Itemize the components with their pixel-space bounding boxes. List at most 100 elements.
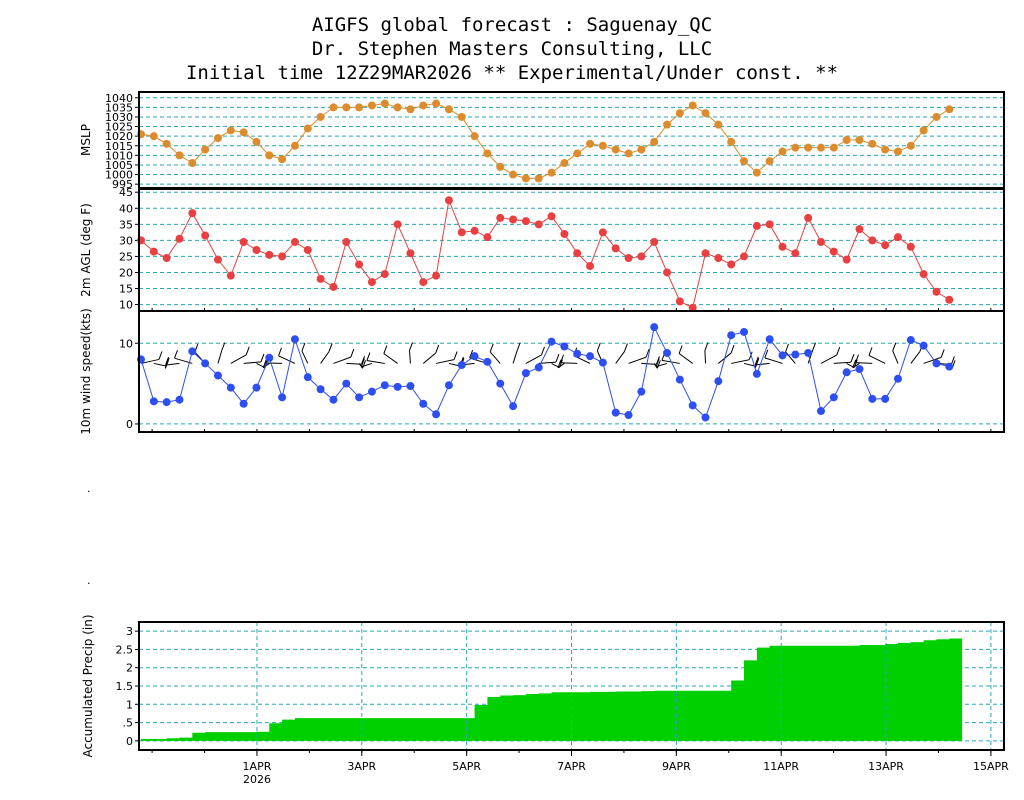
wind-barb (653, 363, 658, 369)
temp-data-point (329, 282, 338, 291)
wind-barb (301, 350, 309, 364)
temp-data-point (149, 247, 158, 256)
temp-data-point (855, 225, 864, 234)
wind-data-point (778, 351, 787, 360)
temp-data-point (367, 278, 376, 287)
mslp-data-point (611, 145, 620, 154)
wind-data-point (483, 357, 492, 366)
mslp-data-point (765, 157, 774, 166)
wind-barb-flag (850, 354, 855, 363)
wind-data-point (752, 369, 761, 378)
mslp-data-point (829, 143, 838, 152)
wind-data-point (624, 411, 633, 420)
wind-data-point (342, 379, 351, 388)
precip-ylabel: Accumulated Precip (in) (81, 614, 95, 757)
mslp-data-point (483, 149, 492, 158)
mslp-data-point (547, 168, 556, 177)
wind-data-point (355, 393, 364, 402)
wind-data-point (329, 395, 338, 404)
wind-barb-flag (704, 342, 709, 351)
wind-barb (140, 358, 160, 364)
wind-panel: 0 10 10m wind speed(kts) (79, 308, 1005, 435)
mslp-data-point (701, 109, 710, 118)
mslp-data-point (201, 145, 210, 154)
wind-barb-flag (164, 360, 169, 369)
wind-data-point (829, 393, 838, 402)
precip-panel: 0 .5 1 1.5 2 2.5 3 Accumulated Precip (in) 1APR2… (81, 614, 1009, 786)
x-tick-sublabel: 2026 (243, 773, 271, 786)
wind-data-point (316, 385, 325, 394)
mslp-data-point (252, 137, 261, 146)
wind-data-point (906, 336, 915, 345)
mslp-data-point (162, 139, 171, 148)
wind-data-point (765, 335, 774, 344)
wind-barb (833, 361, 851, 364)
temp-ylabel: 2m AGL (deg F) (79, 203, 93, 297)
wind-barb (785, 351, 796, 364)
precip-ytick-label: 3 (126, 625, 133, 638)
mslp-data-point (265, 151, 274, 160)
mslp-data-point (406, 105, 415, 114)
mslp-data-point (598, 141, 607, 150)
mslp-ytick-label: 1005 (105, 159, 133, 172)
mslp-data-point (727, 137, 736, 146)
temp-data-point (675, 297, 684, 306)
temp-data-point (393, 220, 402, 229)
mslp-data-point (714, 120, 723, 129)
wind-barb-flag (362, 360, 367, 369)
wind-barb (557, 363, 565, 369)
temp-ytick-label: 30 (119, 234, 133, 247)
mslp-data-point (432, 99, 441, 108)
mslp-data-point (509, 170, 518, 179)
wind-barb-flag (301, 342, 306, 352)
temp-data-point (419, 278, 428, 287)
wind-data-point (278, 393, 287, 402)
wind-barb (656, 362, 668, 368)
wind-barb-flag (557, 359, 562, 369)
temp-data-point (547, 212, 556, 221)
wind-barb-flag (656, 360, 661, 369)
wind-data-point (213, 371, 222, 380)
wind-barb (755, 362, 770, 366)
temp-data-point (290, 237, 299, 246)
mslp-data-point (329, 103, 338, 112)
wind-data-point (175, 395, 184, 404)
mslp-data-point (393, 103, 402, 112)
temp-data-point (752, 221, 761, 230)
wind-barb-flag (360, 358, 365, 367)
wind-data-point (393, 382, 402, 391)
wind-data-point (419, 399, 428, 408)
wind-data-point (367, 387, 376, 396)
temp-data-point (932, 287, 941, 296)
wind-barb (855, 362, 873, 364)
temp-data-point (714, 254, 723, 263)
precip-ytick-label: 2 (126, 662, 133, 675)
wind-barb (615, 351, 625, 364)
wind-barb (278, 355, 296, 364)
temp-data-point (650, 237, 659, 246)
temp-data-point (175, 234, 184, 243)
mslp-data-point (881, 145, 890, 154)
wind-data-point (855, 365, 864, 374)
temp-data-point (226, 271, 235, 280)
mslp-ytick-label: 1000 (105, 169, 133, 182)
temp-data-point (483, 233, 492, 242)
wind-barb-flag (623, 343, 628, 352)
wind-barb-flag (260, 353, 265, 363)
stray-mark-1: . (87, 482, 91, 495)
temperature-panel: 10 15 20 25 30 35 40 45 2m AGL (deg F) (79, 186, 1005, 312)
mslp-data-point (919, 126, 928, 135)
mslp-data-point (752, 168, 761, 177)
temp-data-point (342, 237, 351, 246)
wind-barb-flag (328, 343, 333, 352)
mslp-data-point (303, 124, 312, 133)
wind-data-point (714, 377, 723, 386)
wind-barb-flag (366, 352, 371, 361)
temp-ytick-label: 15 (119, 283, 133, 296)
wind-data-point (842, 368, 851, 377)
temp-data-point (906, 242, 915, 251)
wind-barb (153, 362, 167, 367)
temp-data-point (162, 254, 171, 263)
wind-barb-flag (812, 342, 816, 351)
mslp-data-point (290, 141, 299, 150)
